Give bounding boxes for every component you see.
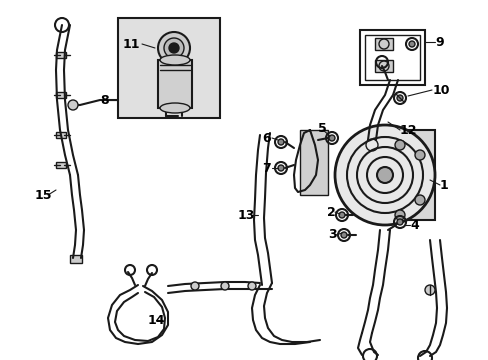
Circle shape (191, 282, 199, 290)
Circle shape (408, 41, 414, 47)
Bar (364, 35, 419, 80)
Circle shape (414, 195, 424, 205)
Bar (374, 60, 392, 72)
Ellipse shape (160, 103, 190, 113)
Circle shape (414, 150, 424, 160)
Bar (299, 130, 327, 195)
Circle shape (394, 210, 404, 220)
Text: 10: 10 (432, 84, 449, 96)
Text: 5: 5 (317, 122, 326, 135)
Bar (56, 92, 66, 98)
Text: 12: 12 (399, 123, 417, 136)
Bar (56, 52, 66, 58)
Text: 7: 7 (262, 162, 270, 175)
Circle shape (169, 43, 179, 53)
Circle shape (334, 125, 434, 225)
Bar (374, 130, 434, 220)
Circle shape (68, 100, 78, 110)
Circle shape (424, 285, 434, 295)
Text: 15: 15 (35, 189, 52, 202)
Circle shape (247, 282, 256, 290)
Circle shape (396, 95, 402, 101)
Circle shape (221, 282, 228, 290)
Bar (374, 38, 392, 50)
Text: 11: 11 (123, 37, 140, 50)
Bar (158, 60, 192, 108)
Text: 4: 4 (409, 219, 418, 231)
Circle shape (396, 219, 402, 225)
Text: 3: 3 (327, 229, 336, 242)
Bar (56, 162, 66, 168)
Text: 8: 8 (100, 94, 108, 107)
Circle shape (376, 167, 392, 183)
Text: 2: 2 (326, 206, 335, 219)
Circle shape (278, 165, 284, 171)
Bar (118, 18, 220, 118)
Circle shape (278, 139, 284, 145)
Circle shape (394, 140, 404, 150)
Text: 14: 14 (148, 314, 165, 327)
Text: 1: 1 (439, 179, 448, 192)
Bar (359, 30, 424, 85)
Circle shape (163, 38, 183, 58)
Bar (56, 132, 66, 138)
Text: 6: 6 (262, 131, 270, 144)
Circle shape (340, 232, 346, 238)
Circle shape (158, 32, 190, 64)
Circle shape (338, 212, 345, 218)
Text: 9: 9 (434, 36, 443, 49)
Bar (70, 255, 82, 263)
Ellipse shape (160, 55, 190, 65)
Circle shape (328, 135, 334, 141)
Text: 13: 13 (238, 208, 255, 221)
